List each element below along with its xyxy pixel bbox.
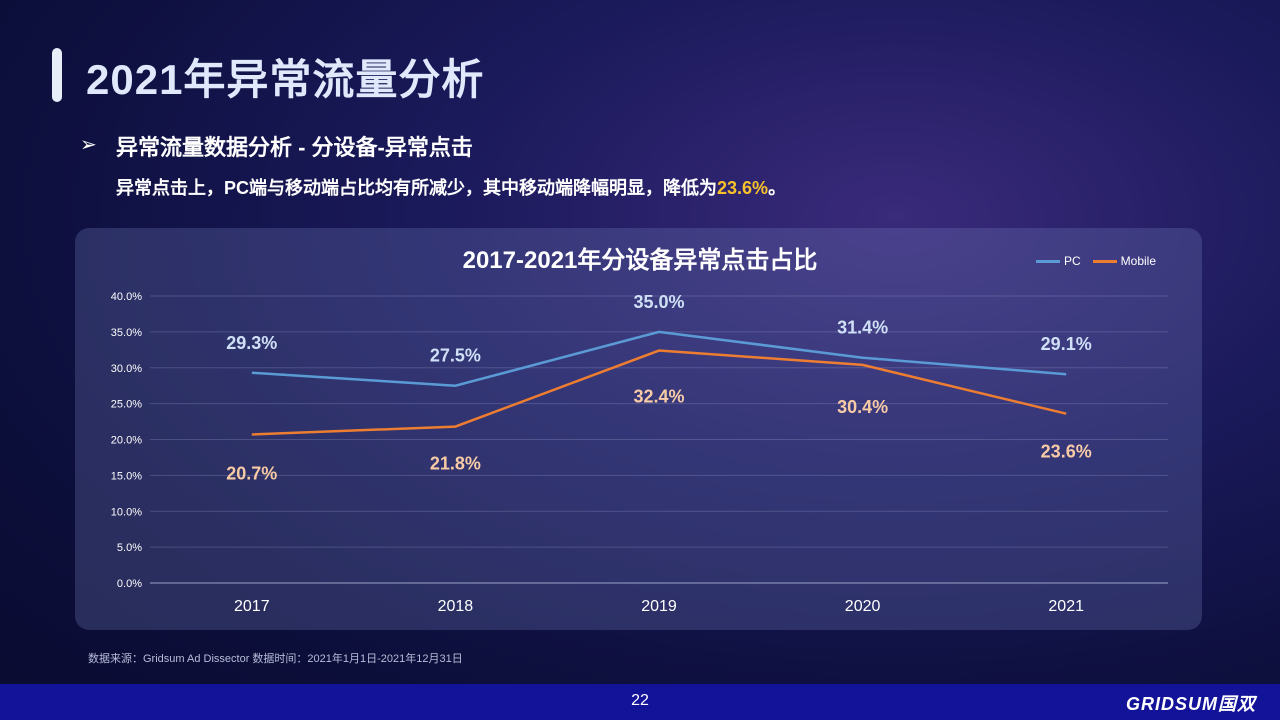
legend-item-mobile: Mobile	[1092, 254, 1157, 268]
footer-bar	[0, 684, 1280, 720]
chart-legend: PC Mobile	[1036, 254, 1156, 268]
chart-card	[75, 228, 1202, 630]
series-line-mobile	[251, 349, 1067, 436]
legend-swatch-mobile	[1092, 259, 1117, 263]
data-label-mobile: 32.4%	[633, 387, 684, 407]
data-label-mobile: 30.4%	[837, 397, 888, 417]
brand-logo: GRIDSUM国双	[1126, 694, 1256, 714]
data-label-mobile: 23.6%	[1041, 442, 1092, 462]
data-label-pc: 29.1%	[1041, 334, 1092, 354]
data-label-mobile: 20.7%	[226, 463, 277, 483]
data-label-pc: 29.3%	[226, 333, 277, 353]
arrow-bullet-icon: ➢	[80, 134, 97, 156]
data-label-pc: 27.5%	[430, 346, 481, 366]
description-text: 异常点击上，PC端与移动端占比均有所减少，其中移动端降幅明显，降低为	[116, 178, 718, 198]
page-number: 22	[631, 692, 649, 709]
legend-item-pc: PC	[1036, 254, 1081, 268]
y-tick-label: 0.0%	[117, 578, 142, 590]
legend-swatch-pc	[1036, 259, 1060, 263]
description-suffix: 。	[768, 178, 787, 198]
y-tick-label: 10.0%	[111, 506, 142, 518]
x-tick-label: 2018	[438, 598, 474, 615]
description: 异常点击上，PC端与移动端占比均有所减少，其中移动端降幅明显，降低为23.6%。	[116, 174, 786, 200]
y-tick-label: 25.0%	[111, 399, 142, 411]
data-label-pc: 31.4%	[837, 318, 888, 338]
chart-title: 2017-2021年分设备异常点击占比	[462, 247, 818, 274]
page-title: 2021年异常流量分析	[86, 56, 485, 103]
y-tick-label: 15.0%	[111, 470, 142, 482]
legend-label-mobile: Mobile	[1120, 254, 1157, 268]
y-tick-label: 30.0%	[111, 363, 142, 375]
y-tick-label: 20.0%	[111, 435, 142, 447]
y-tick-label: 35.0%	[111, 327, 142, 339]
x-tick-label: 2021	[1048, 598, 1084, 615]
data-source-note: 数据来源：Gridsum Ad Dissector 数据时间：2021年1月1日…	[88, 653, 463, 665]
description-highlight: 23.6%	[717, 178, 769, 198]
y-tick-label: 5.0%	[117, 542, 142, 554]
series-line-pc	[251, 330, 1067, 387]
x-tick-label: 2020	[845, 598, 881, 615]
data-label-mobile: 21.8%	[430, 454, 481, 474]
x-tick-label: 2019	[641, 598, 677, 615]
data-label-pc: 35.0%	[633, 292, 684, 312]
x-tick-label: 2017	[234, 598, 270, 615]
y-tick-label: 40.0%	[111, 291, 142, 303]
title-accent-bar	[52, 48, 62, 102]
section-heading: 异常流量数据分析 - 分设备-异常点击	[116, 135, 473, 160]
legend-label-pc: PC	[1064, 254, 1081, 268]
